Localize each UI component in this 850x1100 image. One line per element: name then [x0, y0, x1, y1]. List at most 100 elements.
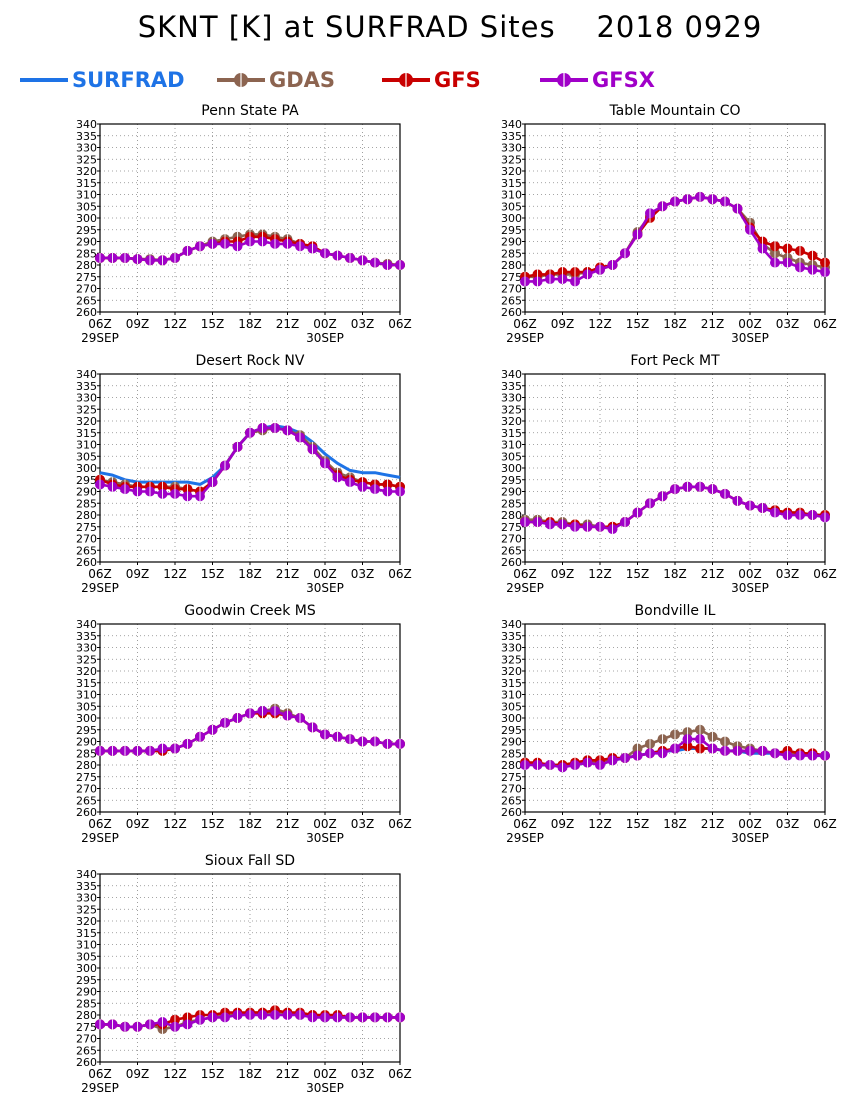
y-tick-label: 325 [501, 653, 522, 666]
y-tick-label: 295 [76, 474, 97, 487]
x-tick-label: 06Z [388, 1067, 412, 1081]
y-tick-label: 300 [76, 462, 97, 475]
y-tick-label: 300 [76, 712, 97, 725]
y-tick-label: 325 [501, 153, 522, 166]
x-tick-label: 09Z [126, 567, 150, 581]
x-tick-label: 12Z [588, 567, 612, 581]
x-tick-label: 03Z [776, 317, 800, 331]
y-tick-label: 290 [501, 736, 522, 749]
chart-title: Sioux Fall SD [205, 853, 295, 869]
x-tick-label: 18Z [238, 317, 262, 331]
y-tick-label: 335 [76, 130, 97, 143]
y-tick-label: 310 [76, 439, 97, 452]
y-tick-label: 260 [76, 306, 97, 319]
legend-swatch-gfs [382, 73, 430, 87]
x-tick-label: 18Z [238, 817, 262, 831]
x-tick-label: 12Z [588, 817, 612, 831]
y-tick-label: 275 [76, 771, 97, 784]
x-tick-label: 06Z [88, 817, 112, 831]
y-tick-label: 290 [501, 486, 522, 499]
date-label: 29SEP [506, 581, 544, 595]
y-tick-label: 290 [501, 236, 522, 249]
x-tick-label: 18Z [663, 317, 687, 331]
chart-panel: Bondville IL2602652702752802852902953003… [501, 603, 837, 845]
y-tick-label: 315 [501, 427, 522, 440]
x-tick-label: 03Z [351, 817, 375, 831]
y-tick-label: 305 [501, 450, 522, 463]
y-tick-label: 280 [76, 509, 97, 522]
y-tick-label: 270 [76, 783, 97, 796]
x-tick-label: 06Z [813, 817, 837, 831]
page-title: SKNT [K] at SURFRAD Sites 2018 0929 [137, 10, 763, 44]
legend-label: GFS [434, 68, 481, 92]
y-tick-label: 265 [501, 794, 522, 807]
x-tick-label: 06Z [388, 567, 412, 581]
y-tick-label: 285 [76, 247, 97, 260]
y-tick-label: 275 [76, 271, 97, 284]
y-tick-label: 300 [76, 962, 97, 975]
y-tick-label: 305 [76, 950, 97, 963]
chart-panel: Goodwin Creek MS 260265270275280285290295… [76, 603, 412, 845]
y-tick-label: 275 [501, 771, 522, 784]
x-tick-label: 00Z [738, 317, 762, 331]
y-tick-label: 315 [76, 177, 97, 190]
x-tick-label: 15Z [626, 567, 650, 581]
x-tick-label: 00Z [313, 1067, 337, 1081]
y-tick-label: 285 [76, 997, 97, 1010]
y-tick-label: 270 [501, 283, 522, 296]
x-tick-label: 15Z [201, 817, 225, 831]
x-tick-label: 09Z [551, 317, 575, 331]
y-tick-label: 260 [501, 556, 522, 569]
x-tick-label: 21Z [276, 1067, 300, 1081]
y-tick-label: 320 [76, 915, 97, 928]
y-tick-label: 305 [501, 200, 522, 213]
chart-panel: Fort Peck MT2602652702752802852902953003… [501, 353, 837, 595]
y-tick-label: 270 [501, 533, 522, 546]
date-label: 30SEP [306, 831, 344, 845]
y-tick-label: 260 [501, 306, 522, 319]
x-tick-label: 12Z [163, 567, 187, 581]
x-tick-label: 21Z [276, 817, 300, 831]
y-tick-label: 275 [501, 521, 522, 534]
y-tick-label: 315 [76, 927, 97, 940]
x-tick-label: 12Z [163, 1067, 187, 1081]
date-label: 29SEP [81, 581, 119, 595]
y-tick-label: 300 [76, 212, 97, 225]
x-tick-label: 18Z [238, 567, 262, 581]
x-tick-label: 06Z [813, 317, 837, 331]
x-tick-label: 06Z [88, 1067, 112, 1081]
y-tick-label: 295 [76, 724, 97, 737]
legend-swatch-gfsx [540, 73, 588, 87]
y-tick-label: 320 [76, 415, 97, 428]
x-tick-label: 09Z [551, 817, 575, 831]
y-tick-label: 265 [76, 544, 97, 557]
chart-title: Bondville IL [635, 603, 716, 619]
y-tick-label: 295 [501, 224, 522, 237]
y-tick-label: 320 [76, 665, 97, 678]
y-tick-label: 335 [501, 630, 522, 643]
y-tick-label: 260 [76, 806, 97, 819]
x-tick-label: 15Z [201, 567, 225, 581]
date-label: 30SEP [306, 331, 344, 345]
y-tick-label: 305 [76, 450, 97, 463]
y-tick-label: 335 [501, 130, 522, 143]
y-tick-label: 295 [76, 974, 97, 987]
chart-title: Fort Peck MT [630, 353, 720, 369]
y-tick-label: 315 [76, 427, 97, 440]
x-tick-label: 03Z [776, 817, 800, 831]
y-tick-label: 340 [76, 118, 97, 131]
date-label: 29SEP [506, 831, 544, 845]
legend-swatch-gdas [217, 73, 265, 87]
y-tick-label: 260 [76, 556, 97, 569]
x-tick-label: 18Z [663, 817, 687, 831]
x-tick-label: 18Z [663, 567, 687, 581]
y-tick-label: 325 [501, 403, 522, 416]
y-tick-label: 280 [501, 259, 522, 272]
y-tick-label: 270 [501, 783, 522, 796]
y-tick-label: 275 [76, 521, 97, 534]
y-tick-label: 265 [76, 294, 97, 307]
y-tick-label: 285 [501, 497, 522, 510]
y-tick-label: 325 [76, 153, 97, 166]
y-tick-label: 295 [501, 724, 522, 737]
y-tick-label: 315 [501, 177, 522, 190]
